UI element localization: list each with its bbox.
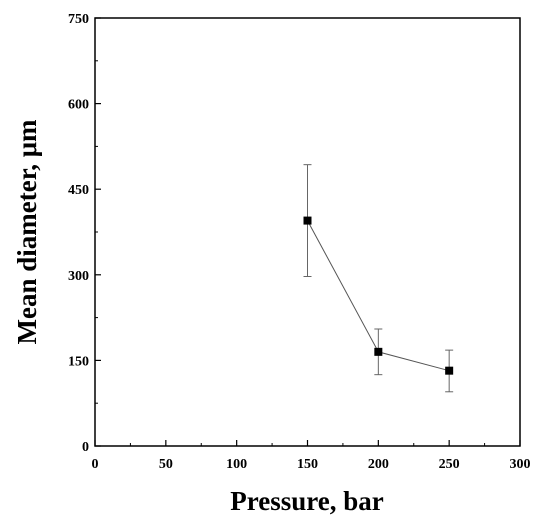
y-axis-title: Mean diameter, μm	[12, 119, 42, 345]
series-layer	[303, 164, 454, 393]
y-axis-ticks: 0 150 300 450 600 750	[68, 12, 101, 455]
x-axis-ticks: 0 50 100 150 200 250 300	[92, 440, 531, 472]
y-tick-label: 0	[82, 440, 89, 455]
y-tick-label: 600	[68, 98, 89, 113]
x-axis-title: Pressure, bar	[230, 486, 383, 516]
data-point	[445, 366, 454, 375]
data-point	[374, 347, 383, 356]
x-tick-label: 0	[92, 457, 99, 472]
x-tick-label: 150	[297, 457, 318, 472]
x-tick-label: 50	[159, 457, 173, 472]
x-tick-label: 300	[510, 457, 531, 472]
data-point	[303, 216, 312, 225]
y-tick-label: 450	[68, 183, 89, 198]
y-tick-label: 150	[68, 354, 89, 369]
x-tick-label: 250	[439, 457, 460, 472]
y-tick-label: 300	[68, 269, 89, 284]
x-tick-label: 100	[226, 457, 247, 472]
y-tick-label: 750	[68, 12, 89, 27]
x-tick-label: 200	[368, 457, 389, 472]
